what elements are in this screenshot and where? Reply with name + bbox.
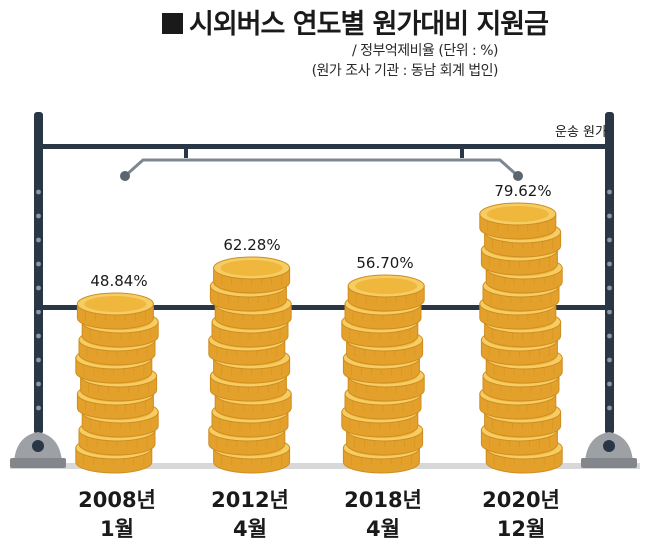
coin-face-inner	[486, 206, 549, 222]
bar	[479, 202, 563, 474]
left-post-dot	[36, 213, 41, 219]
category-year-label: 2012년	[211, 488, 289, 512]
handle-hanger-right	[460, 146, 464, 158]
right-post-dot	[607, 309, 612, 315]
unit-note: / 정부억제비율 (단위 : %)	[351, 43, 499, 59]
coin-face-inner	[220, 260, 283, 276]
right-post-dot	[607, 357, 612, 363]
left-post-dot	[36, 285, 41, 291]
category-month-label: 4월	[233, 517, 267, 541]
bar	[341, 274, 425, 474]
reference-rail	[34, 144, 614, 149]
bar	[75, 292, 159, 474]
right-post-dot	[607, 261, 612, 267]
right-base	[581, 432, 637, 468]
title-square-icon	[162, 13, 183, 34]
coin-face-inner	[355, 278, 418, 294]
left-post-dot	[36, 405, 41, 411]
right-post-dot	[607, 381, 612, 387]
data-label: 48.84%	[90, 272, 147, 290]
handle-knob-left	[120, 171, 130, 181]
right-post-dot	[607, 285, 612, 291]
left-base	[10, 432, 66, 468]
left-post-dot	[36, 237, 41, 243]
reference-line-label: 운송 원가	[555, 125, 607, 140]
left-post-dot	[36, 189, 41, 195]
category-year-label: 2020년	[482, 488, 560, 512]
category-month-label: 4월	[366, 517, 400, 541]
right-base-plate	[581, 458, 637, 468]
category-year-label: 2008년	[78, 488, 156, 512]
data-label: 56.70%	[356, 254, 413, 272]
middle-rail	[34, 305, 614, 310]
source-note: (원가 조사 기관 : 동남 회계 법인)	[311, 63, 499, 79]
left-post-dot	[36, 381, 41, 387]
category-month-label: 1월	[100, 517, 134, 541]
ground-line	[10, 463, 640, 469]
left-post-dot	[36, 333, 41, 339]
data-label: 79.62%	[494, 182, 551, 200]
coin-face-inner	[84, 296, 147, 312]
right-post-dot	[607, 333, 612, 339]
chart-title: 시외버스 연도별 원가대비 지원금	[162, 2, 549, 41]
right-post-dot	[607, 237, 612, 243]
left-post-dot	[36, 309, 41, 315]
handle-hanger-left	[184, 146, 188, 158]
handle-knob-right	[513, 171, 523, 181]
chart-title-text: 시외버스 연도별 원가대비 지원금	[189, 9, 549, 40]
right-post-dot	[607, 213, 612, 219]
left-base-bolt	[32, 440, 44, 452]
category-month-label: 12월	[497, 517, 546, 541]
handle-bar	[124, 158, 519, 178]
left-base-plate	[10, 458, 66, 468]
right-post-dot	[607, 405, 612, 411]
bar	[208, 256, 292, 474]
right-post-dot	[607, 189, 612, 195]
category-year-label: 2018년	[344, 488, 422, 512]
left-post-dot	[36, 261, 41, 267]
left-post-dot	[36, 357, 41, 363]
right-base-bolt	[603, 440, 615, 452]
data-label: 62.28%	[223, 236, 280, 254]
